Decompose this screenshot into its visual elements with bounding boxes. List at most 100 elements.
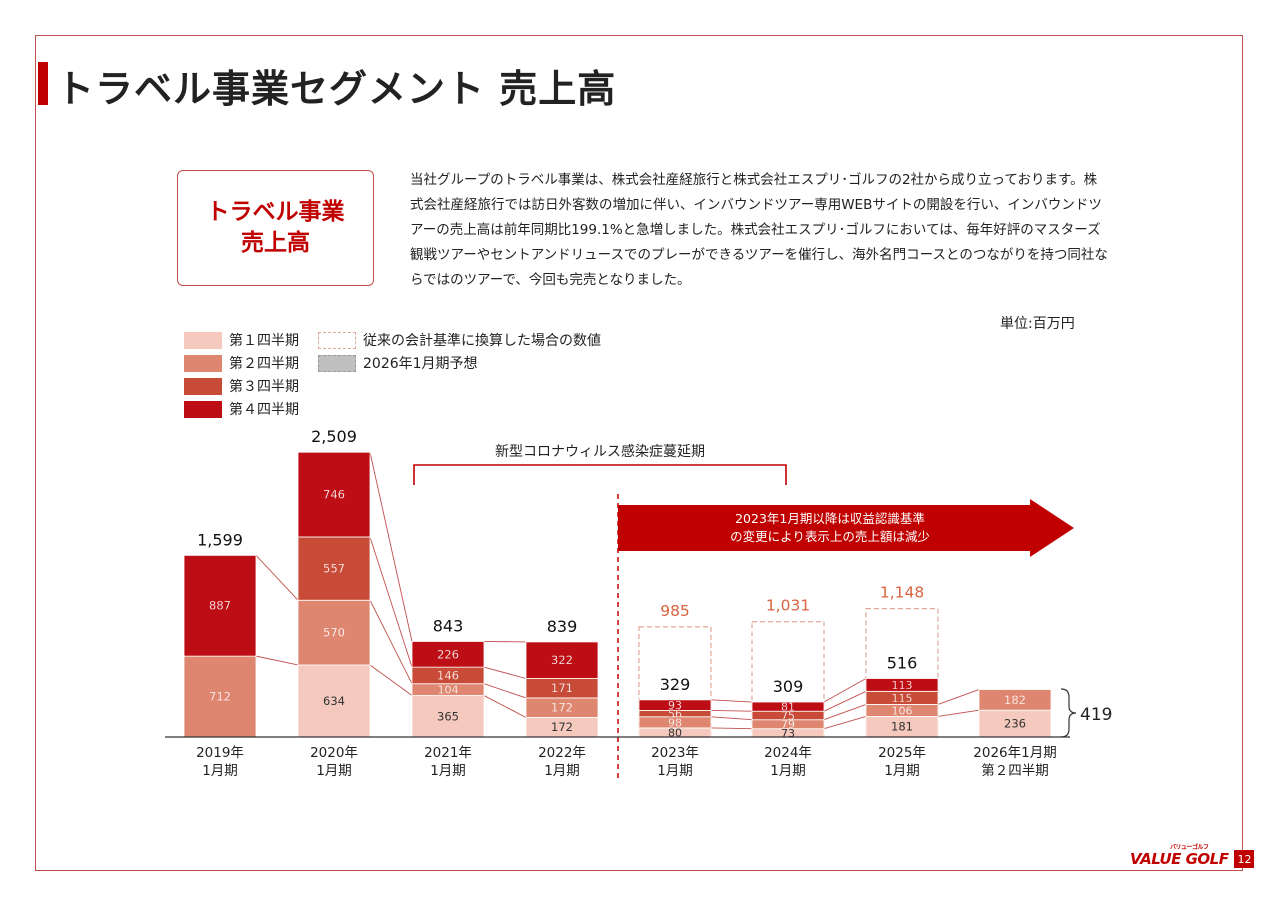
connector-line bbox=[255, 555, 299, 601]
forecast-total-label: 419 bbox=[1080, 705, 1112, 725]
connector-line bbox=[823, 716, 867, 730]
slide-frame bbox=[35, 35, 1243, 871]
x-tick-label: 2023年 bbox=[651, 745, 699, 761]
arrow-text-line2: の変更により表示上の売上額は減少 bbox=[730, 529, 930, 544]
bar-total-label: 329 bbox=[660, 675, 691, 694]
segment-value-label: 365 bbox=[437, 709, 459, 723]
bar-segment-4-4 bbox=[638, 699, 712, 711]
legend-q1: 第１四半期 bbox=[184, 330, 299, 350]
legend-swatch-forecast bbox=[318, 354, 356, 372]
accounting-change-arrow bbox=[618, 499, 1074, 557]
segment-value-label: 634 bbox=[323, 694, 345, 708]
connector-line bbox=[823, 678, 867, 703]
legend-q2: 第２四半期 bbox=[184, 353, 299, 373]
segment-value-label: 712 bbox=[209, 690, 231, 704]
logo-text: VALUE GOLF bbox=[1130, 850, 1229, 868]
bar-total-label: 843 bbox=[433, 616, 464, 635]
legend-q4: 第４四半期 bbox=[184, 399, 299, 419]
page-number: 12 bbox=[1234, 850, 1255, 868]
x-tick-label: 1月期 bbox=[202, 763, 238, 779]
segment-value-label: 106 bbox=[892, 704, 913, 717]
connector-line bbox=[369, 600, 413, 684]
bar-segments bbox=[183, 451, 1052, 738]
connector-line bbox=[483, 683, 527, 699]
legend-conventional: 従来の会計基準に換算した場合の数値 bbox=[318, 330, 601, 350]
bar-total-label: 309 bbox=[773, 677, 804, 696]
connector-line bbox=[710, 709, 753, 712]
connector-line bbox=[823, 703, 867, 721]
bar-total-label: 839 bbox=[547, 617, 578, 636]
segment-value-label: 182 bbox=[1004, 693, 1026, 707]
legend-q3: 第３四半期 bbox=[184, 376, 299, 396]
legend-swatch-q3 bbox=[184, 377, 222, 395]
connector-line bbox=[369, 664, 413, 696]
connector-line bbox=[710, 699, 753, 703]
connector-line bbox=[483, 695, 527, 718]
connector-line bbox=[710, 716, 753, 721]
segment-value-label: 322 bbox=[551, 653, 573, 667]
segment-label-box: トラベル事業 売上高 bbox=[177, 170, 374, 286]
connector-line bbox=[255, 655, 299, 666]
bar-segment-3-1 bbox=[297, 536, 371, 601]
legend-swatch-conventional bbox=[318, 331, 356, 349]
bar-total-label: 2,509 bbox=[311, 427, 357, 446]
segment-value-label: 104 bbox=[438, 684, 459, 697]
conventional-total-label: 985 bbox=[660, 602, 690, 620]
segment-value-label: 226 bbox=[437, 647, 459, 661]
segment-value-label: 746 bbox=[323, 488, 345, 502]
x-tick-label: 2022年 bbox=[538, 745, 586, 761]
connector-line bbox=[369, 452, 413, 642]
conventional-total-label: 1,031 bbox=[766, 597, 810, 615]
chart-labels: 712 887 1,599 2019年 1月期 634 570 557 746 2,509 2020… bbox=[196, 427, 1057, 779]
segment-value-label: 570 bbox=[323, 626, 345, 640]
segment-value-label: 115 bbox=[892, 692, 913, 705]
x-tick-label: 1月期 bbox=[770, 763, 806, 779]
value-golf-logo: バリューゴルフ VALUE GOLF 12 bbox=[1130, 844, 1255, 868]
bar-segment-1-2 bbox=[411, 695, 485, 738]
legend-label-conventional: 従来の会計基準に換算した場合の数値 bbox=[363, 333, 601, 349]
x-tick-label: 1月期 bbox=[884, 763, 920, 779]
covid-bracket bbox=[413, 464, 787, 485]
description-text: 当社グループのトラベル事業は、株式会社産経旅行と株式会社エスプリ･ゴルフの2社か… bbox=[410, 172, 1108, 288]
connector-line bbox=[823, 690, 867, 712]
segment-label-line1: トラベル事業 bbox=[206, 199, 345, 225]
segment-label-line2: 売上高 bbox=[241, 230, 310, 256]
x-tick-label: 2019年 bbox=[196, 745, 244, 761]
segment-value-label: 56 bbox=[668, 708, 682, 721]
x-tick-label: 1月期 bbox=[544, 763, 580, 779]
unit-label: 単位:百万円 bbox=[1000, 316, 1075, 332]
segment-value-label: 80 bbox=[668, 726, 682, 739]
bar-segment-2-0 bbox=[183, 655, 257, 738]
connector-line bbox=[369, 536, 413, 668]
legend-label-q4: 第４四半期 bbox=[229, 402, 299, 418]
x-tick-label: 1月期 bbox=[430, 763, 466, 779]
conventional-total-label: 1,148 bbox=[880, 584, 924, 602]
legend-label-q1: 第１四半期 bbox=[229, 333, 299, 349]
bar-segment-4-2 bbox=[411, 641, 485, 668]
bar-segment-2-1 bbox=[297, 599, 371, 666]
bar-segment-4-0 bbox=[183, 554, 257, 657]
connector-line bbox=[710, 727, 753, 730]
connector-line bbox=[937, 709, 980, 717]
segment-value-label: 146 bbox=[437, 668, 459, 682]
x-tick-label: 第２四半期 bbox=[981, 762, 1049, 779]
segment-value-label: 181 bbox=[891, 720, 913, 734]
segment-value-label: 93 bbox=[668, 699, 682, 712]
page-title: トラベル事業セグメント 売上高 bbox=[56, 67, 617, 111]
conventional-box bbox=[751, 621, 825, 738]
arrow-text-line1: 2023年1月期以降は収益認識基準 bbox=[735, 511, 925, 526]
segment-value-label: 75 bbox=[781, 709, 795, 722]
segment-value-label: 98 bbox=[668, 716, 682, 729]
x-tick-label: 2024年 bbox=[764, 745, 812, 761]
legend-label-forecast: 2026年1月期予想 bbox=[363, 356, 478, 372]
covid-label: 新型コロナウィルス感染症蔓延期 bbox=[495, 443, 705, 460]
x-tick-label: 1月期 bbox=[657, 763, 693, 779]
x-tick-label: 2021年 bbox=[424, 745, 472, 761]
legend-forecast: 2026年1月期予想 bbox=[318, 353, 478, 373]
segment-value-label: 236 bbox=[1004, 717, 1026, 731]
segment-value-label: 113 bbox=[892, 679, 913, 692]
bar-segment-4-6 bbox=[865, 678, 939, 692]
segment-value-label: 887 bbox=[209, 599, 231, 613]
bar-segment-4-5 bbox=[751, 701, 825, 712]
segment-value-label: 79 bbox=[781, 718, 795, 731]
